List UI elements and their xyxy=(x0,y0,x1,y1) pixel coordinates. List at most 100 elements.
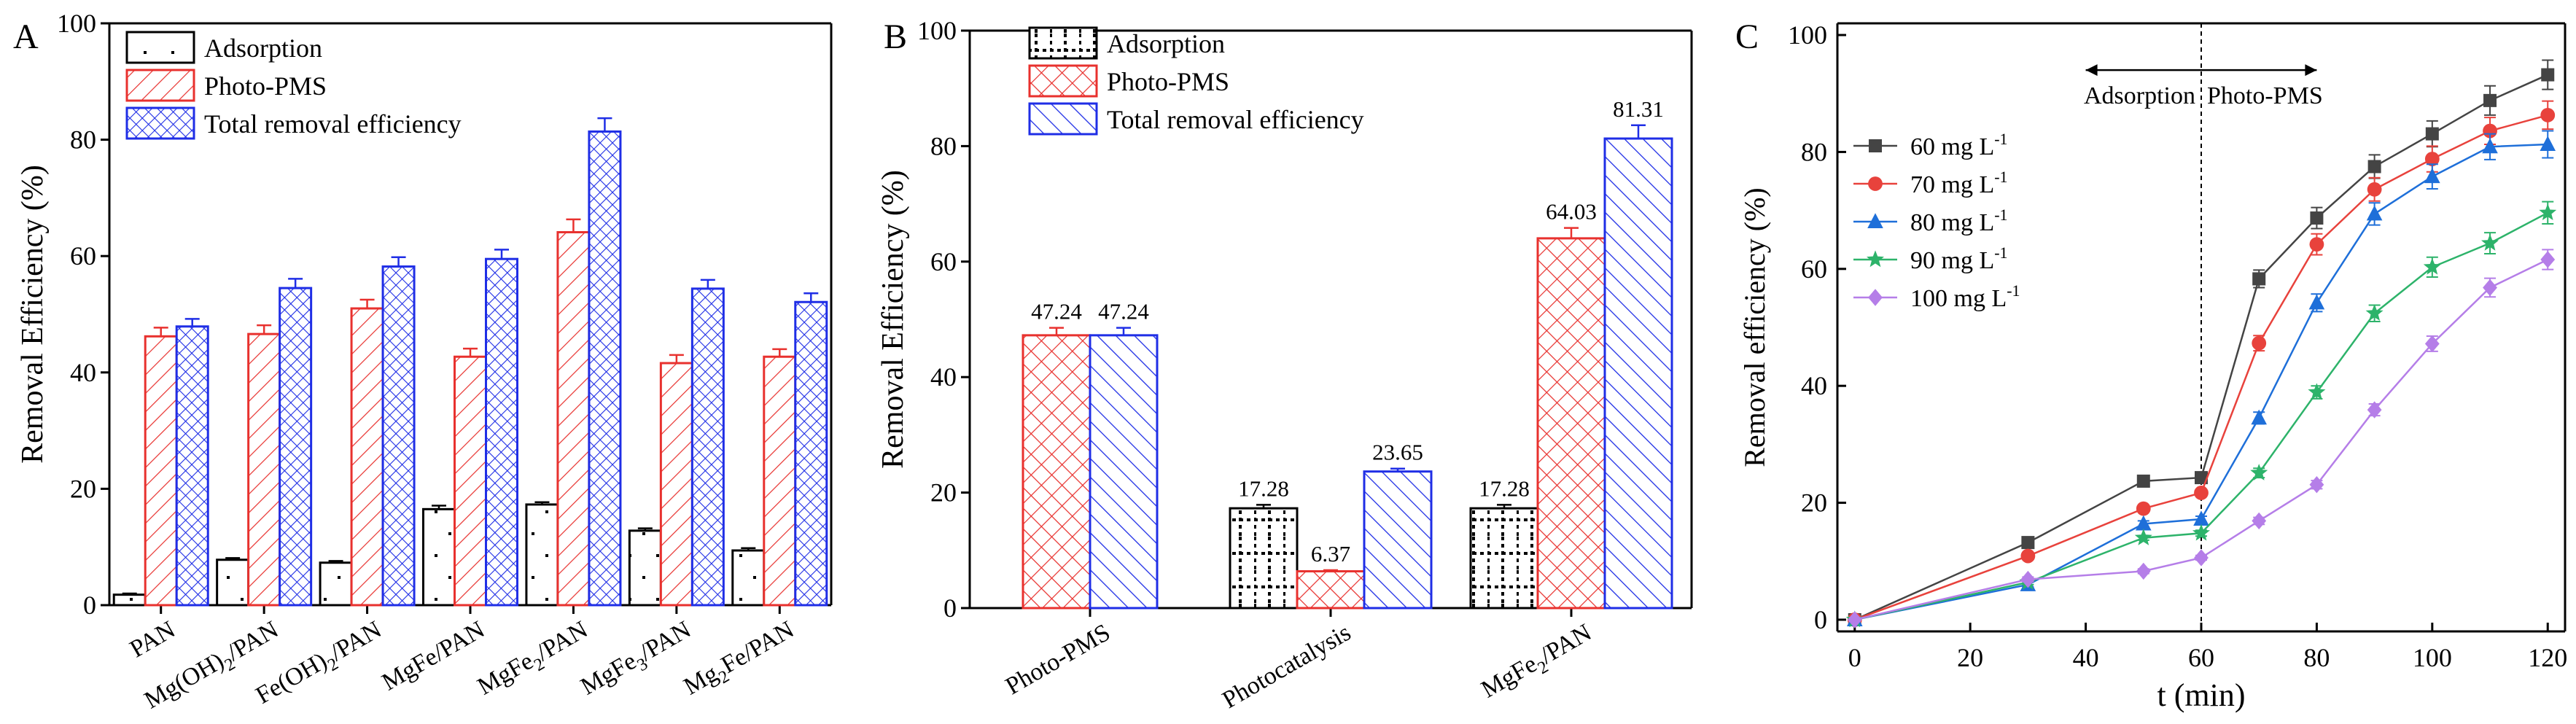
marker-diamond xyxy=(2020,570,2036,588)
marker-triangle xyxy=(2193,510,2209,526)
y-tick-label: 80 xyxy=(930,131,957,160)
panel-letter-c: C xyxy=(1735,17,1759,56)
marker-circle xyxy=(1868,176,1883,191)
data-label: 17.28 xyxy=(1238,475,1289,501)
x-category-label: Photo-PMS xyxy=(1001,619,1115,700)
marker-star xyxy=(2481,233,2499,251)
x-tick-label: 120 xyxy=(2528,643,2567,672)
x-tick-label: 40 xyxy=(2073,643,2099,672)
y-tick-label: 80 xyxy=(70,125,96,155)
y-axis-title: Removal Efficiency (%) xyxy=(876,170,910,469)
marker-square xyxy=(2252,272,2266,286)
x-tick-label: 80 xyxy=(2303,643,2330,672)
bar xyxy=(1536,237,1606,610)
bar xyxy=(794,300,828,607)
marker-triangle xyxy=(2308,294,2325,310)
bar xyxy=(319,561,353,607)
series-60 xyxy=(1848,59,2555,626)
x-category-label: MgFe2/PAN xyxy=(473,616,595,705)
legend-swatch xyxy=(1028,26,1098,60)
legend-label: 60 mg L-1 xyxy=(1910,130,2008,160)
marker-triangle xyxy=(2135,515,2152,531)
series-100 xyxy=(1847,249,2556,628)
legend-swatch xyxy=(1028,64,1098,98)
marker-triangle xyxy=(2482,138,2498,154)
bar xyxy=(144,335,178,607)
x-tick-label: 20 xyxy=(1957,643,1983,672)
marker-diamond xyxy=(2483,279,2497,297)
data-label: 81.31 xyxy=(1613,96,1664,122)
marker-diamond xyxy=(2424,335,2440,353)
data-label: 47.24 xyxy=(1031,299,1082,324)
bar xyxy=(1603,137,1673,610)
marker-star xyxy=(1867,250,1884,268)
bar xyxy=(1089,334,1159,610)
x-category-label: MgFe2/PAN xyxy=(1476,619,1598,708)
marker-star xyxy=(2134,529,2152,545)
marker-square xyxy=(2310,211,2324,225)
x-tick-label: 100 xyxy=(2413,643,2452,672)
legend: 60 mg L-1 70 mg L-1 80 mg L-1 90 mg L-1 100 … xyxy=(1853,130,2020,312)
legend: Adsorption Photo-PMS Total removal efficie… xyxy=(1028,26,1364,136)
arrowhead-right xyxy=(2305,64,2317,77)
x-axis-title: t (min) xyxy=(2157,677,2246,713)
bar xyxy=(381,265,416,607)
annotation-right: Photo-PMS xyxy=(2207,82,2323,109)
marker-circle xyxy=(2194,486,2209,500)
marker-circle xyxy=(2540,108,2556,122)
bar xyxy=(659,362,693,607)
y-tick-label: 100 xyxy=(57,9,96,38)
bar xyxy=(485,257,518,607)
bar xyxy=(556,230,591,607)
bar xyxy=(175,325,209,607)
bar xyxy=(690,287,725,607)
y-tick-label: 40 xyxy=(70,358,96,387)
x-tick-label: 60 xyxy=(2188,643,2214,672)
legend-label: Adsorption xyxy=(204,34,322,63)
series-line xyxy=(1854,258,2548,621)
y-axis-title: Removal Efficiency (%) xyxy=(16,165,50,464)
marker-diamond xyxy=(2194,549,2209,567)
bar xyxy=(216,558,250,607)
y-tick-label: 0 xyxy=(83,591,96,620)
legend-label: 80 mg L-1 xyxy=(1910,206,2008,236)
panel-letter-b: B xyxy=(884,17,907,56)
marker-diamond xyxy=(2367,401,2382,419)
bar xyxy=(1229,507,1299,610)
marker-diamond xyxy=(1868,289,1883,306)
bar xyxy=(112,593,147,607)
y-tick-label: 100 xyxy=(1788,20,1827,50)
y-tick-label: 20 xyxy=(930,478,957,507)
series-line xyxy=(1854,143,2548,621)
marker-square xyxy=(2195,471,2208,485)
marker-square xyxy=(1869,139,1882,152)
legend-label: 70 mg L-1 xyxy=(1910,168,2008,198)
legend-label: Photo-PMS xyxy=(1107,67,1229,96)
y-tick-label: 0 xyxy=(1814,605,1827,634)
bar xyxy=(1363,470,1433,610)
marker-circle xyxy=(2424,152,2440,166)
marker-triangle xyxy=(2251,409,2268,425)
legend-swatch xyxy=(125,106,195,140)
marker-circle xyxy=(2309,237,2324,252)
panel-b: 0 20 40 60 80 100 Removal Efficiency (%) Photo-… xyxy=(876,16,1693,714)
marker-circle xyxy=(2136,501,2151,516)
series-line xyxy=(1854,211,2548,621)
marker-circle xyxy=(2367,182,2382,197)
marker-diamond xyxy=(1847,611,1862,628)
data-label: 64.03 xyxy=(1546,199,1597,225)
bar xyxy=(279,287,313,607)
marker-star xyxy=(2308,383,2326,400)
marker-circle xyxy=(2020,548,2036,564)
y-tick-label: 20 xyxy=(70,474,96,503)
bar xyxy=(1469,507,1539,610)
bar xyxy=(247,332,281,607)
legend-swatch xyxy=(1028,102,1098,136)
bar xyxy=(1296,570,1366,610)
marker-star xyxy=(2423,257,2441,275)
marker-star xyxy=(2365,304,2384,321)
marker-triangle xyxy=(1867,213,1883,228)
bar xyxy=(350,307,384,607)
marker-square xyxy=(2425,127,2439,141)
